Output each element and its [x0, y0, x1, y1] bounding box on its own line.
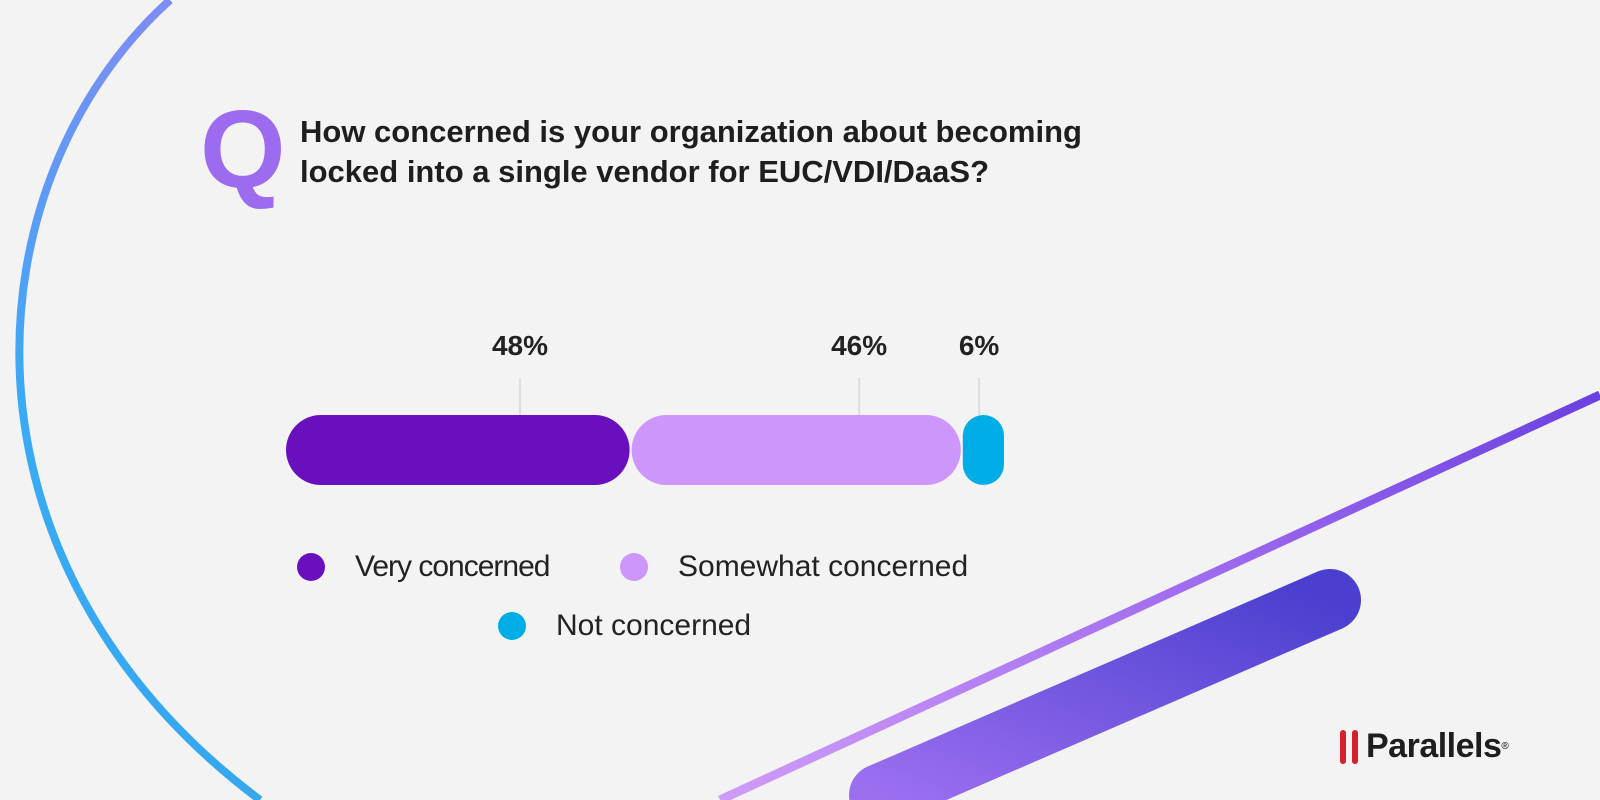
- parallels-bars-icon: [1340, 729, 1358, 764]
- data-label: 48%: [492, 330, 548, 361]
- legend-swatch: [498, 612, 526, 640]
- legend-swatch: [297, 553, 325, 581]
- bar-segment-not-concerned: [962, 415, 1004, 485]
- title-line-2: locked into a single vendor for EUC/VDI/…: [300, 154, 990, 189]
- legend-label: Somewhat concerned: [678, 550, 969, 583]
- decorative-pill: [849, 569, 1361, 800]
- data-label: 46%: [831, 330, 887, 361]
- decorative-line: [718, 390, 1600, 800]
- chart-title: How concerned is your organization about…: [300, 112, 1200, 192]
- legend-label: Not concerned: [556, 609, 752, 642]
- bar-segment-very-concerned: [286, 415, 630, 485]
- parallels-logo: Parallels ®: [1340, 727, 1509, 766]
- legend-item-not-concerned: Not concerned: [498, 609, 751, 643]
- brand-name: Parallels: [1366, 727, 1502, 765]
- data-label: 6%: [959, 330, 1000, 361]
- title-line-1: How concerned is your organization about…: [300, 114, 1082, 149]
- legend-item-somewhat-concerned: Somewhat concerned: [620, 550, 968, 584]
- legend-swatch: [620, 553, 648, 581]
- legend-item-very-concerned: Very concerned: [297, 550, 550, 584]
- legend-label: Very concerned: [355, 550, 550, 583]
- decorative-arc: [15, 0, 263, 800]
- bar-segment-somewhat-concerned: [631, 415, 961, 485]
- question-mark-letter: Q: [200, 88, 286, 211]
